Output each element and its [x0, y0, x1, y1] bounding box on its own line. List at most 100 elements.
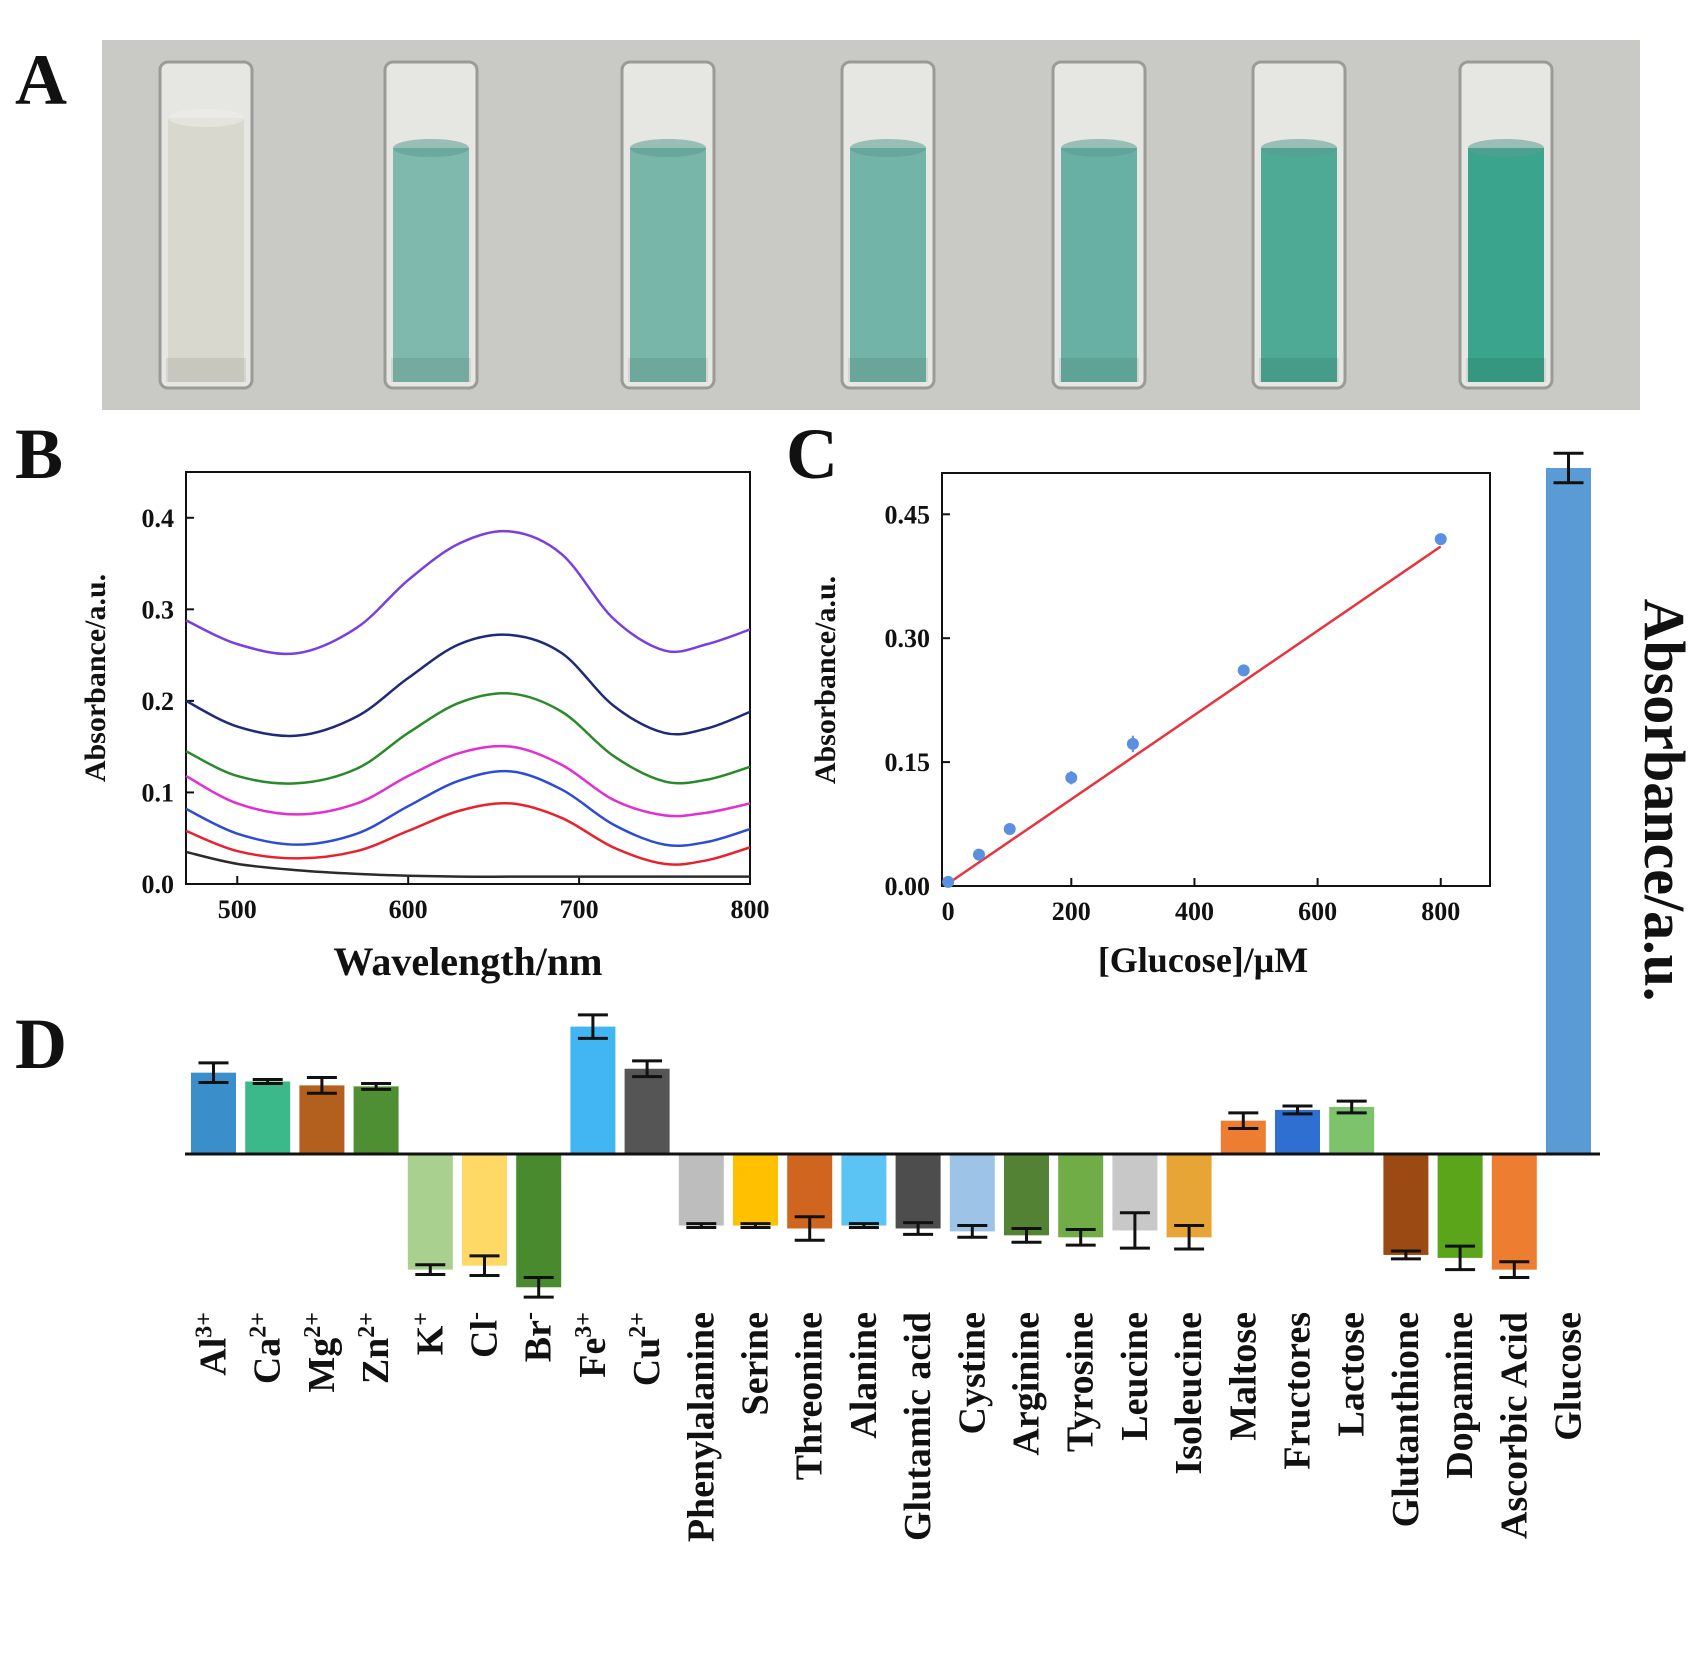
category-label: Serine	[735, 1312, 777, 1415]
chart-b-ylabel: Absorbance/a.u.	[79, 574, 112, 782]
x-tick-label: 0	[942, 897, 955, 926]
cuvette-base	[166, 358, 246, 382]
data-point	[1126, 737, 1139, 750]
y-tick-label: 0.00	[885, 872, 931, 901]
x-tick-label: 600	[1298, 897, 1337, 926]
bar	[191, 1072, 236, 1154]
cuvette-liquid	[1061, 148, 1137, 382]
category-label: Ca2+	[246, 1312, 289, 1384]
chart-b-spectra: 500 600 700 800 0.0 0.1 0.2 0.3 0.4 Wavelength/n…	[79, 471, 770, 984]
y-tick-label: 0.30	[885, 624, 931, 653]
chart-c-ylabel: Absorbance/a.u.	[809, 576, 842, 784]
cuvette-liquid	[168, 118, 244, 382]
category-label: Maltose	[1222, 1312, 1264, 1441]
category-label: Phenylalanine	[680, 1312, 722, 1542]
plot-c-frame	[941, 472, 1491, 887]
bar	[299, 1085, 345, 1154]
x-tick-label: 200	[1052, 897, 1091, 926]
y-tick-label: 0.15	[885, 748, 931, 777]
cuvette-liquid	[1468, 148, 1544, 382]
bar	[407, 1154, 453, 1270]
cuvette	[1251, 60, 1347, 390]
bar	[1004, 1154, 1049, 1236]
panel-label-c: C	[786, 414, 838, 494]
category-label: Fe3+	[571, 1312, 614, 1378]
cuvette-liquid	[1261, 148, 1337, 382]
bar	[1437, 1154, 1483, 1258]
bar	[1491, 1154, 1537, 1270]
spectrum-line	[185, 692, 751, 785]
category-label: Tyrosine	[1060, 1312, 1102, 1452]
category-label: Lactose	[1331, 1312, 1373, 1437]
fit-line	[947, 545, 1442, 885]
plot-c-ticks: 0 200 400 600 800 0.00 0.15 0.30 0.45	[885, 500, 1461, 926]
cuvette-base	[628, 358, 708, 382]
x-tick-label: 400	[1175, 897, 1214, 926]
x-tick-label: 700	[560, 895, 599, 924]
bar	[1166, 1154, 1212, 1238]
cuvette-liquid	[630, 148, 706, 382]
y-tick-label: 0.0	[142, 870, 175, 899]
category-label: Cu2+	[625, 1312, 668, 1386]
spectrum-line	[185, 744, 751, 818]
cuvette	[158, 60, 254, 390]
bar	[353, 1086, 399, 1154]
cuvette-meniscus	[630, 139, 706, 157]
category-label: Glutanthione	[1385, 1312, 1427, 1527]
data-point	[972, 848, 985, 861]
bar	[1546, 468, 1591, 1154]
data-point	[942, 875, 955, 888]
cuvette-meniscus	[1261, 139, 1337, 157]
cuvette-base	[1466, 358, 1546, 382]
category-label: Al3+	[192, 1312, 235, 1376]
data-point	[1237, 664, 1250, 677]
category-label: Ascorbic Acid	[1493, 1312, 1535, 1539]
plot-b-frame	[185, 471, 751, 885]
cuvette-base	[391, 358, 471, 382]
y-tick-label: 0.1	[142, 778, 175, 807]
cuvette-row	[158, 60, 1554, 390]
bar	[841, 1154, 887, 1226]
category-label: Cystine	[951, 1312, 993, 1434]
cuvette-photo	[102, 40, 1640, 410]
bar	[1383, 1154, 1429, 1255]
plot-c-marks	[942, 533, 1447, 888]
cuvette-meniscus	[850, 139, 926, 157]
bar	[1275, 1109, 1320, 1154]
spectrum-line	[185, 769, 751, 848]
spectrum-line	[185, 850, 750, 878]
plot-d-category-labels: Al3+ Ca2+ Mg2+ Zn2+ K+ Cl- Br- Fe3+ Cu2+ Phenylal…	[192, 1312, 1590, 1542]
category-label: Isoleucine	[1168, 1312, 1210, 1475]
y-tick-label: 0.4	[142, 504, 175, 533]
plot-b-ticks: 500 600 700 800 0.0 0.1 0.2 0.3 0.4	[142, 504, 770, 924]
category-label: Arginine	[1006, 1312, 1048, 1456]
bar	[570, 1026, 616, 1154]
category-label: Dopamine	[1439, 1312, 1481, 1479]
spectrum-line	[185, 801, 751, 866]
panel-label-a: A	[15, 40, 67, 120]
category-label: Mg2+	[300, 1312, 343, 1393]
category-label: Br-	[517, 1312, 560, 1362]
bar	[895, 1154, 941, 1229]
chart-d-selectivity: Al3+ Ca2+ Mg2+ Zn2+ K+ Cl- Br- Fe3+ Cu2+ Phenylal…	[185, 451, 1697, 1542]
cuvette-liquid	[850, 148, 926, 382]
cuvette-meniscus	[168, 109, 244, 127]
cuvette	[620, 60, 716, 390]
data-point	[1065, 771, 1078, 784]
data-point	[1003, 823, 1016, 836]
y-tick-label: 0.2	[142, 687, 175, 716]
category-label: Zn2+	[354, 1312, 397, 1384]
x-tick-label: 800	[731, 895, 770, 924]
plot-b-series	[185, 529, 751, 878]
chart-b-xlabel: Wavelength/nm	[334, 939, 603, 984]
bar	[245, 1081, 291, 1154]
spectrum-line	[185, 633, 751, 738]
y-tick-label: 0.3	[142, 595, 175, 624]
bar	[1329, 1106, 1375, 1154]
cuvette-base	[1059, 358, 1139, 382]
bar	[624, 1068, 670, 1154]
bar	[733, 1154, 778, 1226]
chart-d-ylabel: Absorbance/a.u.	[1632, 599, 1697, 1002]
bar	[949, 1154, 995, 1232]
